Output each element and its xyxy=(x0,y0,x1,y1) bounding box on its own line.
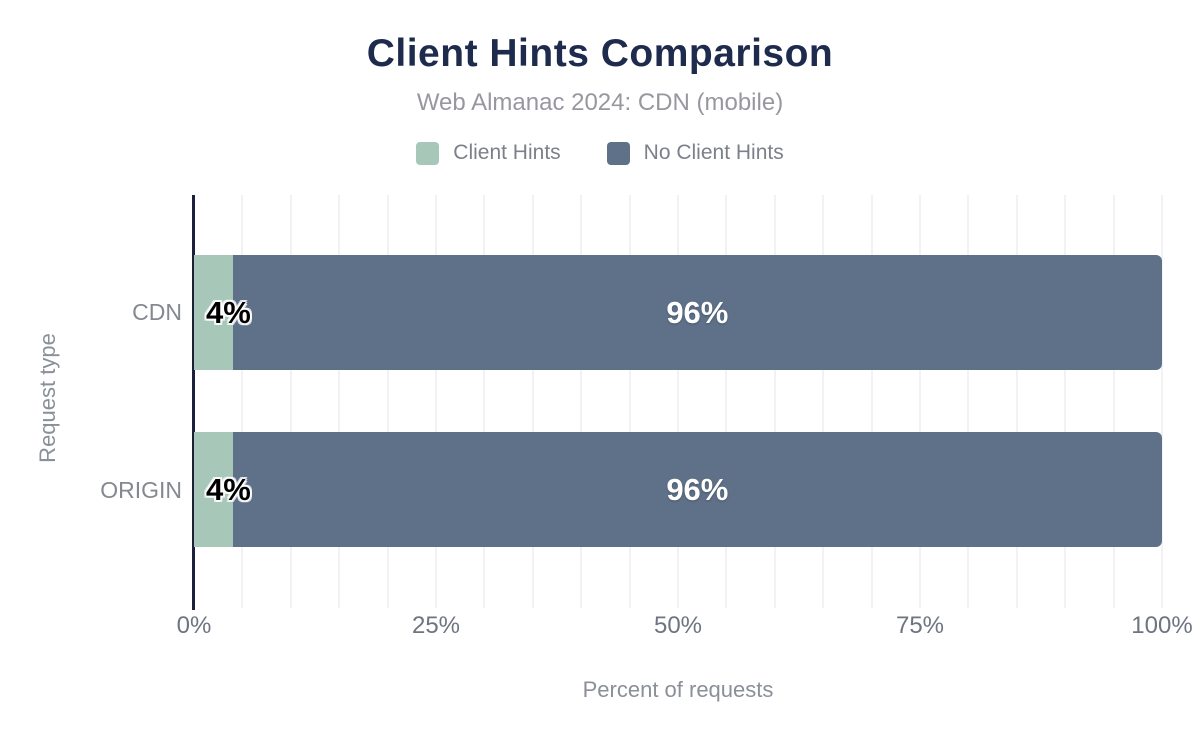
x-tick-25: 25% xyxy=(411,612,461,639)
bar-segment-cdn-no-client-hints[interactable]: 96% xyxy=(232,255,1162,370)
data-label-origin-no-client-hints: 96% xyxy=(666,471,729,507)
legend-item-no-client-hints[interactable]: No Client Hints xyxy=(606,141,784,165)
x-tick-0: 0% xyxy=(176,612,212,639)
x-axis-ticks: 0% 25% 50% 75% 100% xyxy=(177,612,1193,642)
chart-subtitle: Web Almanac 2024: CDN (mobile) xyxy=(416,89,784,116)
legend: Client Hints No Client Hints xyxy=(0,141,1200,165)
bar-segment-cdn-client-hints[interactable] xyxy=(194,255,233,370)
x-tick-50: 50% xyxy=(653,612,703,639)
data-label-origin-client-hints: 4% xyxy=(206,471,251,507)
x-tick-100: 100% xyxy=(1131,612,1193,639)
y-axis-line xyxy=(192,195,195,610)
bar-row-cdn: 96% 4% xyxy=(194,255,1162,370)
category-label-origin: ORIGIN xyxy=(100,477,182,503)
y-axis-title: Request type xyxy=(35,333,60,463)
x-tick-75: 75% xyxy=(895,612,945,639)
category-label-cdn: CDN xyxy=(132,299,182,325)
data-label-cdn-no-client-hints: 96% xyxy=(666,294,729,330)
x-axis-title: Percent of requests xyxy=(582,677,774,702)
bar-segment-origin-client-hints[interactable] xyxy=(194,432,233,547)
legend-label-no-client-hints: No Client Hints xyxy=(643,141,784,164)
bar-row-origin: 96% 4% xyxy=(194,432,1162,547)
legend-label-client-hints: Client Hints xyxy=(453,141,561,164)
plot-area: 96% 4% 96% 4% xyxy=(192,195,1163,610)
data-label-cdn-client-hints: 4% xyxy=(206,294,251,330)
bar-segment-origin-no-client-hints[interactable]: 96% xyxy=(232,432,1162,547)
chart-title: Client Hints Comparison xyxy=(366,32,834,75)
legend-item-client-hints[interactable]: Client Hints xyxy=(416,141,561,165)
legend-swatch-client-hints-icon xyxy=(416,141,440,165)
legend-swatch-no-client-hints-icon xyxy=(606,141,630,165)
